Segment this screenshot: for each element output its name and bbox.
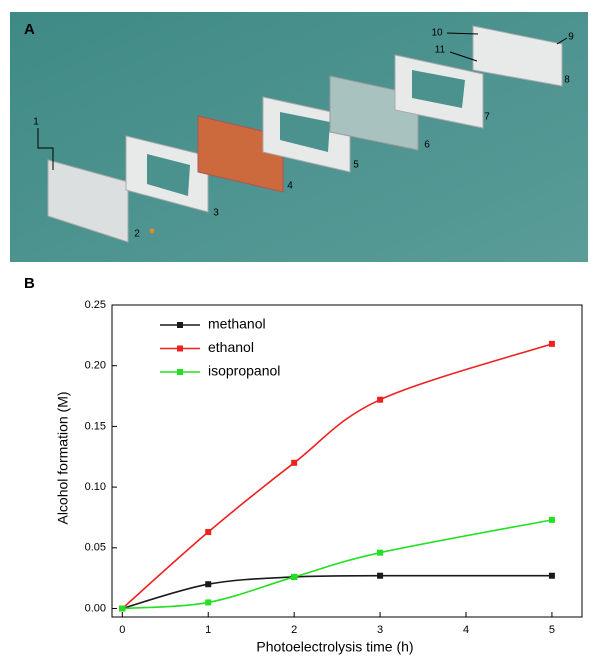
x-tick-label: 4 [463, 624, 469, 636]
plate [472, 25, 563, 87]
legend-marker [177, 322, 183, 328]
y-tick-label: 0.25 [85, 299, 106, 311]
callout-line [446, 32, 479, 35]
callout-number: 8 [564, 75, 570, 86]
callout-number: 2 [134, 229, 140, 240]
data-point [291, 459, 298, 466]
data-point [205, 599, 212, 606]
callout-number: 3 [213, 208, 219, 219]
port [149, 228, 155, 234]
data-point [548, 516, 555, 523]
data-point [119, 605, 126, 612]
callout-number: 11 [435, 45, 446, 56]
x-tick-label: 2 [291, 624, 297, 636]
callout-line [449, 51, 478, 62]
x-tick-label: 3 [377, 624, 383, 636]
x-tick-label: 1 [205, 624, 211, 636]
callout-number: 7 [484, 112, 490, 123]
callout-number: 5 [353, 160, 359, 171]
callout-number: 1 [33, 117, 39, 128]
plate [47, 159, 129, 243]
plot-frame [111, 304, 583, 618]
x-tick-label: 5 [549, 624, 555, 636]
legend-marker [177, 369, 183, 375]
legend-label: isopropanol [208, 363, 280, 379]
series-line [122, 574, 552, 610]
y-tick-label: 0.05 [85, 542, 106, 554]
frame-window [280, 112, 330, 152]
frame-window [412, 70, 465, 108]
data-point [205, 529, 212, 536]
electrode [197, 115, 284, 193]
y-tick-label: 0.15 [85, 420, 106, 432]
callout-number: 10 [431, 28, 443, 39]
legend-label: ethanol [208, 339, 254, 355]
callout-number: 6 [424, 140, 430, 151]
panel-label: A [24, 21, 35, 38]
callout-line [556, 37, 568, 45]
callout-number: 4 [287, 181, 293, 192]
legend-label: methanol [208, 316, 266, 332]
data-point [377, 572, 384, 579]
data-point [205, 581, 212, 588]
y-tick-label: 0.10 [85, 481, 106, 493]
callout-number: 9 [568, 32, 574, 43]
data-point [291, 573, 298, 580]
data-point [377, 549, 384, 556]
y-tick-label: 0.20 [85, 360, 106, 372]
data-point [548, 572, 555, 579]
y-axis-label: Alcohol formation (M) [55, 391, 71, 524]
frame-window [147, 154, 190, 196]
series-line [121, 343, 553, 610]
series-line [122, 519, 553, 610]
x-axis-label: Photoelectrolysis time (h) [256, 639, 413, 655]
panel-a: A [10, 12, 588, 262]
x-tick-label: 0 [119, 624, 125, 636]
legend-marker [177, 345, 183, 352]
data-point [548, 340, 555, 347]
panel-label: B [24, 275, 35, 292]
callout-line [37, 128, 54, 170]
y-tick-label: 0.00 [85, 602, 106, 614]
data-point [377, 396, 384, 403]
